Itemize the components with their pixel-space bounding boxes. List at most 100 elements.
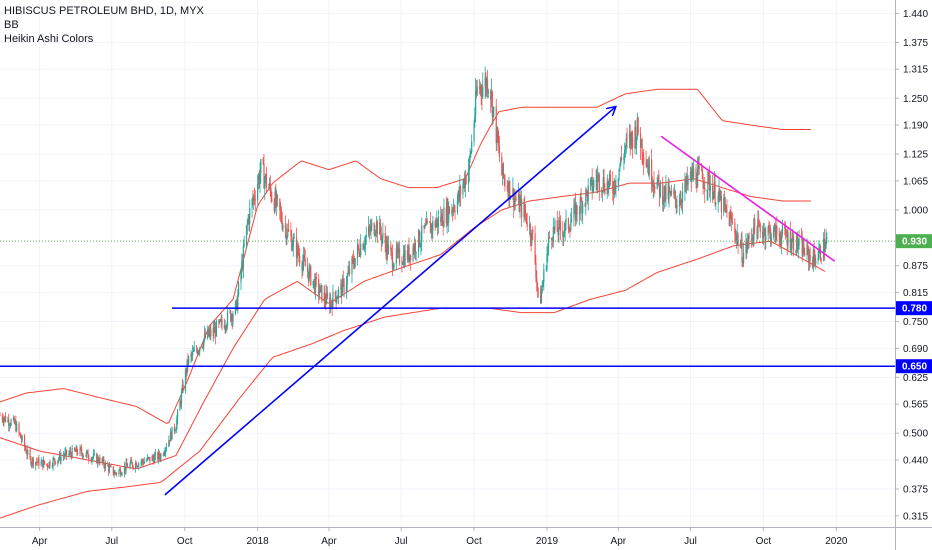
candle xyxy=(57,460,59,467)
candle xyxy=(673,187,675,199)
candle xyxy=(432,215,434,239)
candle xyxy=(419,243,421,248)
candle xyxy=(674,183,676,200)
candle xyxy=(642,152,644,166)
candle xyxy=(593,177,595,193)
candle xyxy=(52,457,54,471)
candle xyxy=(653,171,655,197)
candle xyxy=(574,192,577,227)
candle xyxy=(35,461,37,471)
downtrend-line[interactable] xyxy=(660,135,836,262)
candle xyxy=(299,248,301,267)
candle xyxy=(113,469,115,479)
candle xyxy=(54,458,56,466)
candle xyxy=(434,217,436,231)
candle xyxy=(43,456,45,469)
candle xyxy=(197,349,199,355)
candle xyxy=(575,202,577,225)
candle xyxy=(391,244,394,276)
candle xyxy=(348,260,351,277)
candle xyxy=(495,98,497,152)
candle xyxy=(668,178,670,208)
candle xyxy=(692,162,694,179)
candle xyxy=(554,217,556,235)
candle xyxy=(285,223,287,246)
candle xyxy=(157,451,159,462)
candle xyxy=(19,431,21,436)
candle xyxy=(13,415,15,425)
candle xyxy=(720,190,722,220)
price-axis[interactable]: 1.440 1.375 1.315 1.250 1.190 1.125 1.065 1.000… xyxy=(895,9,928,522)
candle xyxy=(99,454,101,465)
candle xyxy=(169,428,172,442)
y-tick-label: 0.690 xyxy=(903,344,928,355)
candle xyxy=(1,412,3,423)
candle xyxy=(612,181,615,205)
candle xyxy=(451,204,453,217)
candle xyxy=(295,227,298,267)
candle xyxy=(652,179,654,199)
candle xyxy=(280,206,283,224)
candle xyxy=(46,463,49,471)
candle xyxy=(620,145,623,162)
candle xyxy=(754,214,756,235)
candle xyxy=(395,241,397,271)
candle xyxy=(31,457,34,468)
y-tick-label: 1.440 xyxy=(903,9,928,20)
candle xyxy=(820,257,822,265)
candle xyxy=(398,242,401,266)
candle xyxy=(346,273,348,292)
x-tick-label: Apr xyxy=(321,536,337,547)
candle xyxy=(326,286,329,300)
candle xyxy=(424,222,426,229)
candle xyxy=(358,239,360,258)
candle xyxy=(639,126,642,160)
symbol-title[interactable]: HIBISCUS PETROLEUM BHD, 1D, MYX xyxy=(4,5,204,17)
candle xyxy=(731,212,734,225)
candle xyxy=(490,89,492,113)
candle xyxy=(670,191,672,197)
candle xyxy=(576,204,578,222)
candle xyxy=(318,273,320,304)
uptrend-arrow[interactable] xyxy=(164,107,615,496)
candle xyxy=(445,196,447,228)
candle xyxy=(663,185,665,209)
indicator-heikin-ashi-label[interactable]: Heikin Ashi Colors xyxy=(4,33,94,45)
candle xyxy=(384,225,386,253)
candle xyxy=(265,166,267,194)
candle xyxy=(373,222,375,237)
candle xyxy=(146,453,149,462)
candle xyxy=(203,325,206,343)
time-axis[interactable]: Apr Jul Oct 2018 Apr Jul Oct 2019 Apr Jul Oct 2020 xyxy=(32,527,848,547)
candle xyxy=(742,242,745,267)
candle xyxy=(108,464,110,476)
candle xyxy=(469,148,471,163)
indicator-bb-label[interactable]: BB xyxy=(4,19,19,31)
candle xyxy=(237,289,239,314)
candle xyxy=(114,469,116,475)
candle xyxy=(513,189,516,212)
candle xyxy=(626,127,628,149)
candle xyxy=(32,456,34,469)
candle xyxy=(273,197,275,215)
candle xyxy=(612,171,614,201)
candle xyxy=(458,186,460,203)
candle xyxy=(634,120,636,155)
candle xyxy=(503,174,505,187)
candle xyxy=(374,224,376,237)
candle xyxy=(532,226,534,240)
candle xyxy=(742,256,744,268)
candle xyxy=(410,254,412,271)
candle xyxy=(220,312,222,328)
candle xyxy=(365,226,367,245)
candle xyxy=(519,195,521,219)
candle xyxy=(685,172,688,194)
candle xyxy=(169,440,171,446)
candle xyxy=(43,460,45,466)
candle xyxy=(380,226,382,252)
candle xyxy=(809,246,811,268)
candle xyxy=(53,455,55,461)
candle xyxy=(681,182,684,215)
